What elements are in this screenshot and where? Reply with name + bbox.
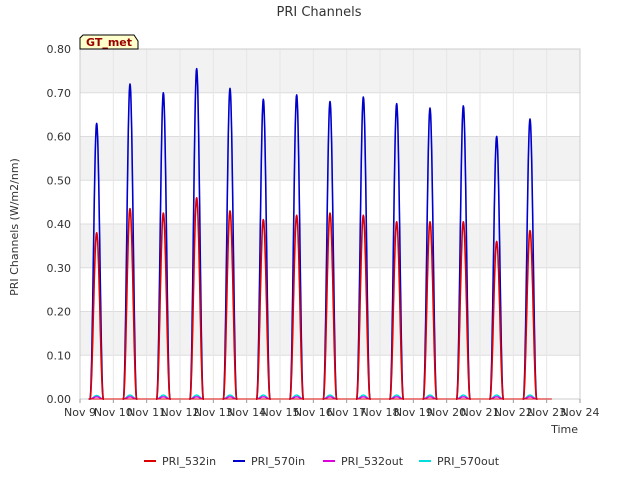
x-tick-label: Nov 18	[361, 406, 400, 419]
legend-item-pri-570out: PRI_570out	[419, 455, 500, 468]
x-tick-label: Nov 13	[194, 406, 233, 419]
x-tick-label: Nov 17	[327, 406, 366, 419]
station-badge: GT_met	[79, 34, 139, 50]
legend-label: PRI_570out	[437, 455, 500, 468]
series-day-curve	[189, 197, 205, 400]
y-tick-label: 0.20	[47, 306, 72, 319]
y-tick-label: 0.00	[47, 393, 72, 406]
chart-title: PRI Channels	[277, 5, 362, 20]
plot-band	[80, 267, 580, 312]
legend-label: PRI_532out	[341, 455, 404, 468]
plot-background-bands	[80, 49, 580, 399]
y-tick-label: 0.50	[47, 174, 72, 187]
x-tick-label: Nov 21	[461, 406, 500, 419]
series-day-curve	[522, 229, 538, 400]
plot-band	[80, 49, 580, 93]
grid-lines	[79, 48, 581, 400]
y-axis-label: PRI Channels (W/m2/nm)	[8, 158, 21, 296]
x-tick-label: Nov 19	[394, 406, 433, 419]
plot-band	[80, 311, 580, 356]
legend-label: PRI_532in	[162, 455, 216, 468]
series-day-curve	[455, 221, 471, 400]
series-day-curve	[289, 214, 305, 400]
series-layer	[88, 67, 552, 400]
x-tick-label: Nov 16	[294, 406, 333, 419]
x-tick-label: Nov 10	[94, 406, 133, 419]
series-day-curve	[422, 221, 438, 400]
plot-band	[80, 355, 580, 399]
x-tick-label: Nov 24	[561, 406, 600, 419]
series-pri-532in	[88, 197, 552, 400]
series-day-curve	[489, 240, 505, 400]
series-day-curve	[322, 212, 338, 400]
legend-label: PRI_570in	[251, 455, 305, 468]
series-day-curve	[255, 218, 271, 400]
legend-item-pri-570in: PRI_570in	[233, 455, 305, 468]
y-tick-label: 0.80	[47, 43, 72, 56]
station-badge-box	[79, 34, 139, 50]
x-tick-label: Nov 22	[494, 406, 533, 419]
y-tick-label: 0.60	[47, 131, 72, 144]
plot-band	[80, 136, 580, 181]
legend-item-pri-532in: PRI_532in	[144, 455, 216, 468]
series-day-curve	[155, 212, 171, 400]
x-tick-label: Nov 11	[127, 406, 166, 419]
x-tick-label: Nov 20	[427, 406, 466, 419]
legend-item-pri-532out: PRI_532out	[323, 455, 404, 468]
x-tick-label: Nov 14	[227, 406, 266, 419]
series-day-curve	[222, 210, 238, 400]
series-day-curve	[389, 221, 405, 400]
x-tick-label: Nov 9	[64, 406, 96, 419]
plot-band	[80, 92, 580, 137]
legend: PRI_532in PRI_570in PRI_532out PRI_570out	[144, 455, 500, 468]
series-day-curve	[89, 232, 105, 400]
series-day-curve	[122, 207, 138, 400]
y-tick-label: 0.10	[47, 349, 72, 362]
y-tick-label: 0.30	[47, 262, 72, 275]
x-tick-label: Nov 15	[261, 406, 300, 419]
y-axis-ticks: 0.00 0.10 0.20 0.30 0.40 0.50 0.60 0.70 0.80	[47, 43, 72, 406]
y-tick-label: 0.40	[47, 218, 72, 231]
x-tick-label: Nov 12	[161, 406, 200, 419]
station-badge-label: GT_met	[86, 36, 132, 49]
x-tick-label: Nov 23	[527, 406, 566, 419]
x-axis-label: Time	[550, 423, 578, 436]
y-tick-label: 0.70	[47, 87, 72, 100]
series-day-curve	[355, 214, 371, 400]
plot-band	[80, 224, 580, 268]
